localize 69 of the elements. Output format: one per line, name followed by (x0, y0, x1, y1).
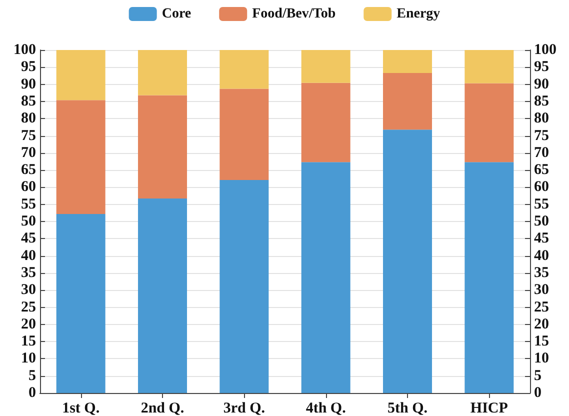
bar (464, 162, 514, 393)
y2-tick-label: 100 (534, 42, 556, 58)
y2-tick-label: 70 (534, 144, 549, 161)
y2-tick-label: 85 (534, 93, 549, 110)
legend-label: Core (162, 6, 192, 22)
y2-tick-label: 30 (534, 282, 549, 298)
y-tick-label: 15 (21, 334, 36, 350)
bar (464, 83, 514, 162)
y-tick-label: 55 (21, 196, 36, 212)
x-tick-label: 3rd Q. (223, 400, 266, 416)
bar (56, 214, 106, 393)
y2-tick-label: 15 (534, 334, 549, 350)
y2-tick-label: 60 (534, 179, 549, 196)
y-tick-label: 95 (21, 59, 36, 76)
bar (301, 162, 350, 393)
bar (464, 50, 514, 84)
y2-tick-label: 45 (534, 230, 549, 247)
x-tick-label: 1st Q. (62, 400, 100, 416)
y-tick-label: 40 (21, 248, 36, 264)
y2-tick-label: 35 (534, 264, 549, 281)
y-tick-label: 100 (14, 42, 36, 58)
y-tick-label: 70 (21, 144, 36, 161)
bar (383, 130, 432, 393)
bar (138, 198, 187, 393)
bar (220, 180, 269, 393)
y2-tick-label: 95 (534, 59, 549, 76)
bar (383, 50, 432, 73)
y-tick-label: 45 (21, 230, 36, 247)
y-tick-label: 10 (21, 350, 36, 367)
y2-tick-label: 5 (534, 368, 542, 384)
bar (301, 82, 350, 162)
x-tick-label: 5th Q. (387, 400, 428, 416)
y-tick-label: 50 (21, 214, 36, 230)
legend-label: Food/Bev/Tob (252, 6, 336, 22)
y2-tick-label: 65 (534, 162, 549, 178)
bar (220, 88, 269, 180)
bar (383, 72, 432, 130)
y2-tick-label: 50 (534, 214, 549, 230)
y2-tick-label: 10 (534, 350, 549, 367)
y-tick-label: 85 (21, 93, 36, 110)
y-tick-label: 35 (21, 264, 36, 281)
y2-tick-label: 20 (534, 316, 549, 332)
bar (138, 95, 187, 199)
bar (220, 50, 269, 89)
y-tick-label: 65 (21, 162, 36, 178)
x-tick-label: HICP (470, 400, 508, 416)
y-tick-label: 90 (21, 76, 36, 92)
y-tick-label: 5 (28, 368, 36, 384)
y2-tick-label: 75 (534, 128, 549, 144)
y-tick-label: 0 (28, 385, 36, 401)
y2-tick-label: 25 (534, 299, 549, 316)
y-tick-label: 60 (21, 179, 36, 196)
bar (56, 100, 106, 214)
y-tick-label: 25 (21, 299, 36, 316)
y2-tick-label: 80 (534, 110, 549, 127)
bar (56, 50, 106, 100)
y2-tick-label: 40 (534, 248, 549, 264)
x-tick-label: 4th Q. (306, 400, 346, 416)
y2-tick-label: 55 (534, 196, 549, 212)
y-tick-label: 20 (21, 316, 36, 332)
y2-tick-label: 90 (534, 76, 549, 92)
y-tick-label: 75 (21, 128, 36, 144)
bar (301, 50, 350, 83)
x-tick-label: 2nd Q. (140, 400, 184, 416)
y-tick-label: 30 (21, 282, 36, 298)
legend-label: Energy (396, 6, 440, 22)
bar (138, 50, 187, 96)
y-tick-label: 80 (21, 110, 36, 127)
y2-tick-label: 0 (534, 385, 542, 401)
